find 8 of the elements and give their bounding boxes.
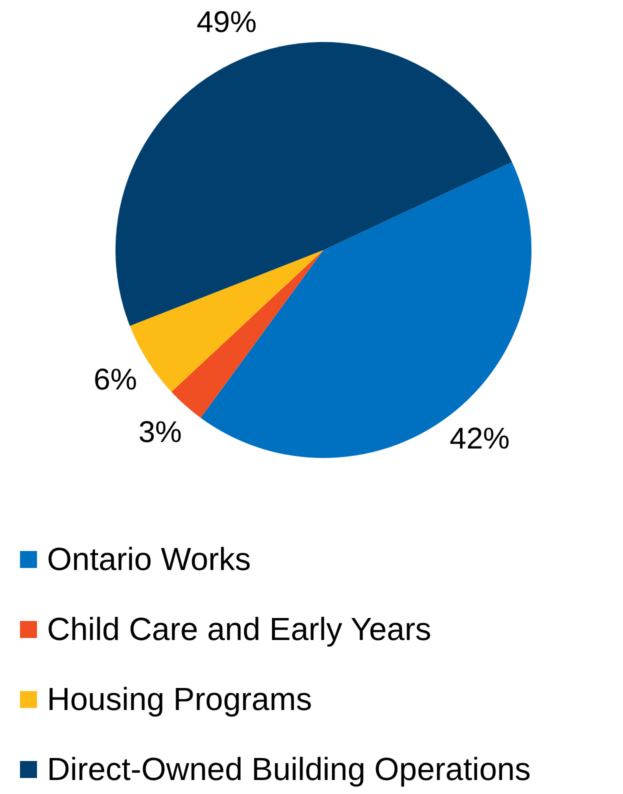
legend-label: Housing Programs <box>47 681 312 717</box>
legend-label: Child Care and Early Years <box>47 611 432 647</box>
legend-label: Direct-Owned Building Operations <box>47 751 531 787</box>
legend-label: Ontario Works <box>47 541 251 577</box>
data-label: 3% <box>138 416 182 450</box>
data-label: 42% <box>450 422 510 456</box>
data-label: 49% <box>196 6 257 40</box>
data-label: 6% <box>94 363 138 396</box>
